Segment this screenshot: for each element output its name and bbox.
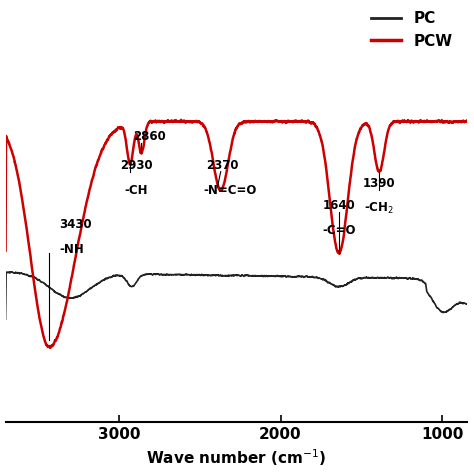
Legend: PC, PCW: PC, PCW	[365, 5, 459, 55]
X-axis label: Wave number (cm$^{-1}$): Wave number (cm$^{-1}$)	[146, 448, 326, 468]
Text: -N=C=O: -N=C=O	[204, 183, 257, 197]
Text: 3430: 3430	[59, 218, 91, 231]
Text: -CH$_2$: -CH$_2$	[365, 201, 394, 217]
Text: -NH: -NH	[59, 243, 84, 256]
Text: 2370: 2370	[206, 158, 238, 172]
Text: -CH: -CH	[125, 183, 148, 197]
Text: 2860: 2860	[133, 130, 166, 143]
Text: -C=O: -C=O	[322, 224, 356, 237]
Text: 1390: 1390	[363, 177, 395, 190]
Text: 1640: 1640	[322, 199, 355, 212]
Text: 2930: 2930	[120, 158, 153, 172]
